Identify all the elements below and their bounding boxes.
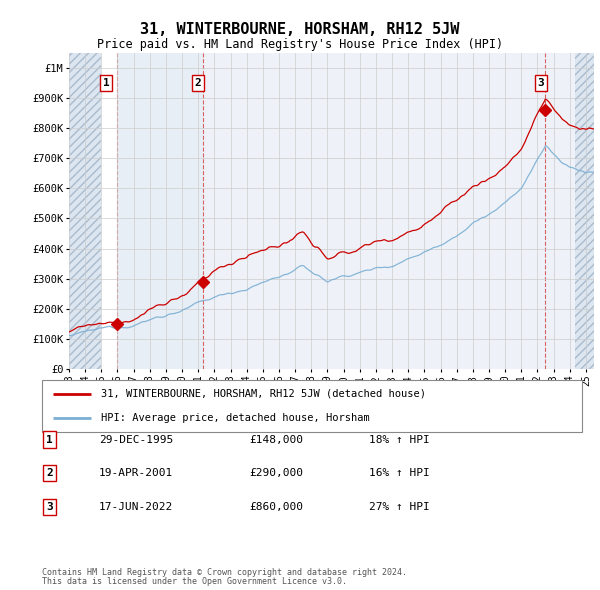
Text: 16% ↑ HPI: 16% ↑ HPI bbox=[369, 468, 430, 478]
Text: 31, WINTERBOURNE, HORSHAM, RH12 5JW (detached house): 31, WINTERBOURNE, HORSHAM, RH12 5JW (det… bbox=[101, 389, 427, 399]
Bar bbox=[575, 53, 594, 369]
Text: This data is licensed under the Open Government Licence v3.0.: This data is licensed under the Open Gov… bbox=[42, 578, 347, 586]
Text: £290,000: £290,000 bbox=[249, 468, 303, 478]
Text: 1: 1 bbox=[103, 78, 110, 88]
Text: 1: 1 bbox=[46, 435, 53, 444]
Text: 27% ↑ HPI: 27% ↑ HPI bbox=[369, 502, 430, 512]
Text: 2: 2 bbox=[195, 78, 202, 88]
Text: 17-JUN-2022: 17-JUN-2022 bbox=[99, 502, 173, 512]
Text: Price paid vs. HM Land Registry's House Price Index (HPI): Price paid vs. HM Land Registry's House … bbox=[97, 38, 503, 51]
Text: 2: 2 bbox=[46, 468, 53, 478]
Text: 18% ↑ HPI: 18% ↑ HPI bbox=[369, 435, 430, 444]
Bar bbox=[69, 53, 101, 369]
Text: 3: 3 bbox=[538, 78, 544, 88]
Text: HPI: Average price, detached house, Horsham: HPI: Average price, detached house, Hors… bbox=[101, 413, 370, 423]
Text: £148,000: £148,000 bbox=[249, 435, 303, 444]
Bar bbox=[203, 53, 575, 369]
Text: £860,000: £860,000 bbox=[249, 502, 303, 512]
Text: Contains HM Land Registry data © Crown copyright and database right 2024.: Contains HM Land Registry data © Crown c… bbox=[42, 568, 407, 577]
Text: 19-APR-2001: 19-APR-2001 bbox=[99, 468, 173, 478]
Text: 3: 3 bbox=[46, 502, 53, 512]
FancyBboxPatch shape bbox=[42, 380, 582, 432]
Text: 31, WINTERBOURNE, HORSHAM, RH12 5JW: 31, WINTERBOURNE, HORSHAM, RH12 5JW bbox=[140, 22, 460, 37]
Bar bbox=[117, 53, 203, 369]
Text: 29-DEC-1995: 29-DEC-1995 bbox=[99, 435, 173, 444]
